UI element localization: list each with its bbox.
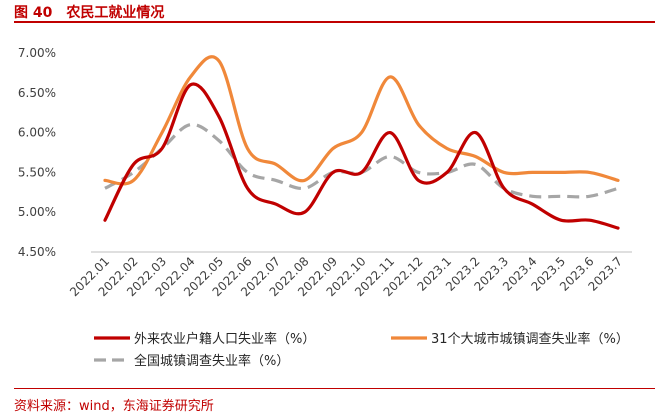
figure-title-text: 农民工就业情况 <box>66 5 165 21</box>
y-tick-label: 6.50% <box>18 86 56 100</box>
title-rule <box>14 21 655 23</box>
source-rule <box>14 388 655 389</box>
y-tick-label: 7.00% <box>18 46 56 60</box>
y-tick-label: 5.50% <box>18 165 56 179</box>
legend-item-national: 全国城镇调查失业率（%） <box>94 353 289 369</box>
y-axis-ticks: 4.50% 5.00% 5.50% 6.00% 6.50% 7.00% <box>18 46 56 259</box>
legend-label: 全国城镇调查失业率（%） <box>134 353 289 369</box>
figure-number: 图 40 <box>14 5 53 21</box>
x-axis-ticks: 2022.012022.022022.032022.042022.052022.… <box>67 254 625 299</box>
legend-item-migrant-rural: 外来农业户籍人口失业率（%） <box>94 331 315 347</box>
y-tick-label: 6.00% <box>18 126 56 140</box>
legend-label: 31个大城市城镇调查失业率（%） <box>431 331 629 347</box>
series-lines <box>103 55 620 230</box>
legend: 外来农业户籍人口失业率（%） 31个大城市城镇调查失业率（%） 全国城镇调查失业率（… <box>94 331 629 369</box>
y-tick-label: 4.50% <box>18 245 56 259</box>
legend-label: 外来农业户籍人口失业率（%） <box>134 331 315 347</box>
series-line-national <box>104 122 619 199</box>
series-line-31-cities <box>103 55 620 186</box>
y-tick-label: 5.00% <box>18 205 56 219</box>
source-note: 资料来源：wind，东海证券研究所 <box>14 399 214 414</box>
legend-item-31-cities: 31个大城市城镇调查失业率（%） <box>391 331 629 347</box>
figure-title: 图 40 农民工就业情况 <box>14 2 164 22</box>
series-line-migrant-rural <box>103 82 620 230</box>
